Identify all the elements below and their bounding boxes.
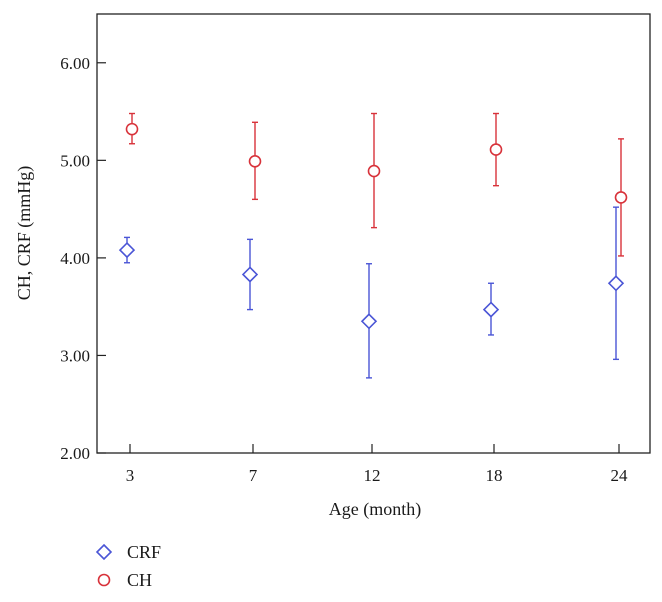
x-tick-label: 18 [486,466,503,485]
ch-point [125,122,139,136]
plot-frame [96,13,651,454]
x-axis-title: Age (month) [329,499,421,520]
legend-crf-label: CRF [127,542,161,562]
crf-point [241,266,259,283]
legend-ch-marker [97,573,111,587]
ch-point [614,191,628,204]
legend: CRF CH [95,542,161,590]
crf-point [482,301,500,318]
y-axis-ticks: 2.00 3.00 4.00 5.00 6.00 [60,54,106,463]
x-tick-label: 7 [249,466,258,485]
ch-point [248,155,262,168]
y-tick-label: 5.00 [60,151,90,170]
y-axis-title: CH, CRF (mmHg) [14,166,35,301]
legend-ch-label: CH [127,570,152,590]
y-tick-label: 3.00 [60,346,90,365]
ch-point [489,143,503,156]
ch-point [367,164,381,178]
legend-crf-marker [95,543,113,561]
y-tick-label: 2.00 [60,444,90,463]
x-tick-label: 3 [126,466,135,485]
crf-point [118,241,136,259]
data-marks [118,112,628,379]
x-tick-label: 12 [364,466,381,485]
x-tick-label: 24 [611,466,629,485]
crf-point [607,275,625,292]
crf-point [360,313,378,330]
y-tick-label: 4.00 [60,249,90,268]
x-axis-ticks: 3 7 12 18 24 [126,444,628,485]
y-tick-label: 6.00 [60,54,90,73]
